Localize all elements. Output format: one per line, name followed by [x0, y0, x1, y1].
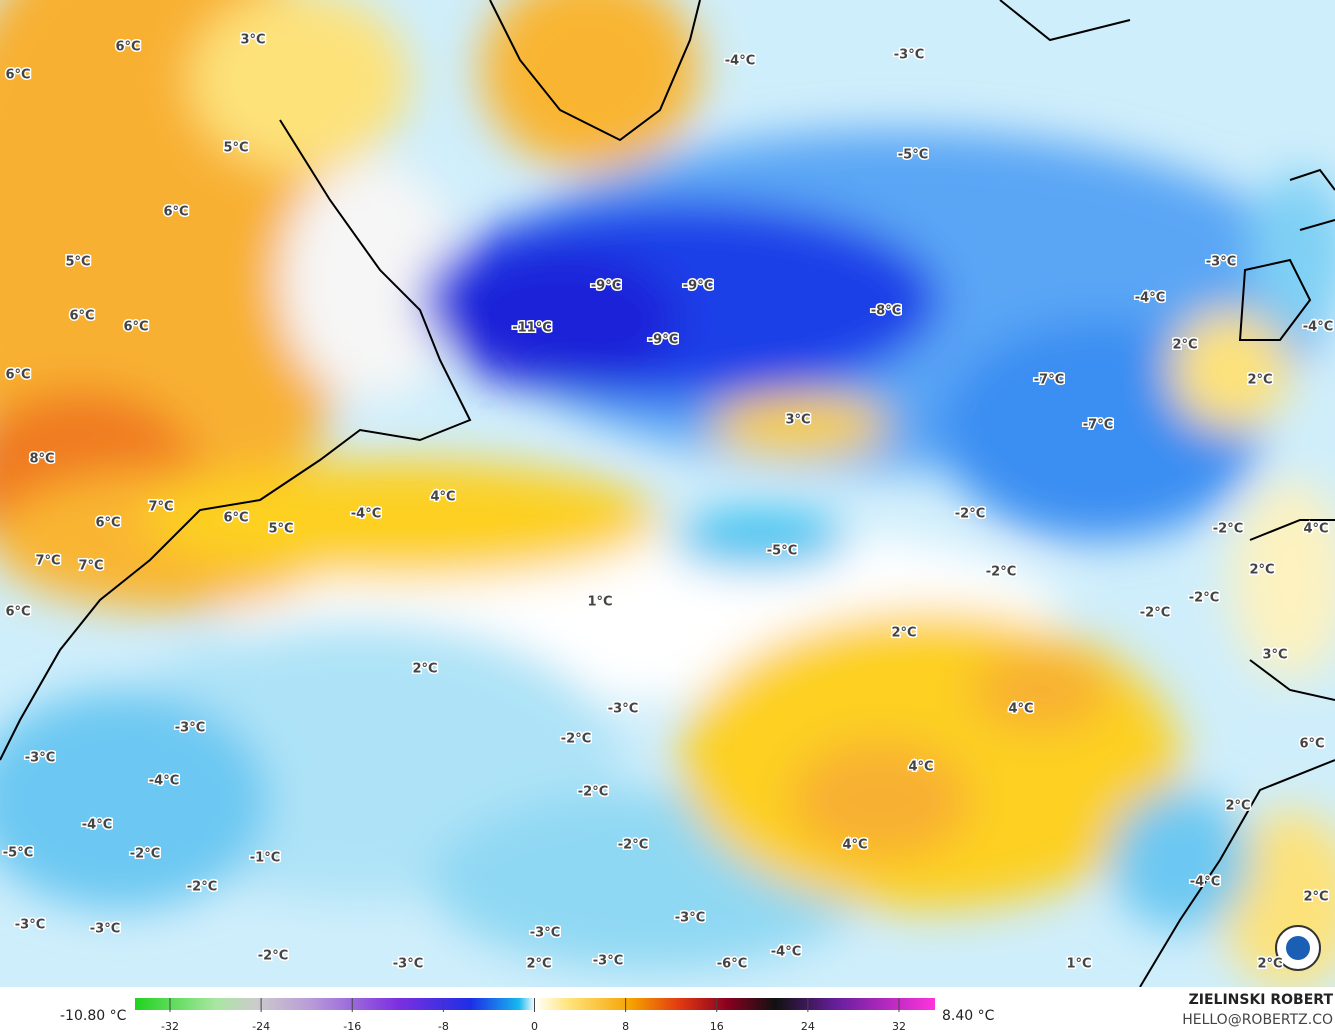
temperature-label: -3°C	[393, 957, 423, 972]
temperature-label: -4°C	[1190, 875, 1220, 890]
temperature-label: -5°C	[3, 846, 33, 861]
temperature-label: 6°C	[123, 320, 148, 335]
temperature-label: -4°C	[82, 818, 112, 833]
temperature-label: 2°C	[526, 957, 551, 972]
temperature-label: 5°C	[65, 255, 90, 270]
temperature-label: -2°C	[130, 847, 160, 862]
temperature-label: -2°C	[1140, 606, 1170, 621]
temperature-label: 2°C	[1303, 890, 1328, 905]
temperature-label: 4°C	[1303, 522, 1328, 537]
temperature-label: 2°C	[1172, 338, 1197, 353]
temperature-label: -2°C	[561, 732, 591, 747]
temperature-label: -2°C	[1189, 591, 1219, 606]
temperature-label: -11°C	[512, 321, 552, 336]
temperature-label: 1°C	[1066, 957, 1091, 972]
colorbar-tick-label: -24	[252, 1020, 270, 1033]
colorbar-tick-label: 32	[892, 1020, 906, 1033]
temperature-label: -3°C	[175, 721, 205, 736]
temperature-label: 6°C	[95, 516, 120, 531]
temperature-label: -8°C	[871, 304, 901, 319]
temperature-label: -4°C	[149, 774, 179, 789]
temperature-label: -3°C	[593, 954, 623, 969]
coastlines	[0, 0, 1335, 987]
temperature-label: 6°C	[5, 368, 30, 383]
temperature-label: -4°C	[725, 54, 755, 69]
colorbar-tick-label: 16	[710, 1020, 724, 1033]
temperature-label: -2°C	[258, 949, 288, 964]
temperature-label: 7°C	[35, 554, 60, 569]
temperature-label: 6°C	[223, 511, 248, 526]
credit-contact: HELLO@ROBERTZ.CO	[1182, 1012, 1333, 1028]
temperature-label: 2°C	[1225, 799, 1250, 814]
temperature-label: -7°C	[1034, 373, 1064, 388]
temperature-label: 6°C	[5, 68, 30, 83]
temperature-label: -4°C	[351, 507, 381, 522]
temperature-label: 6°C	[163, 205, 188, 220]
temperature-label: -4°C	[1135, 291, 1165, 306]
temperature-label: -3°C	[25, 751, 55, 766]
temperature-label: -9°C	[683, 279, 713, 294]
temperature-label: -9°C	[591, 279, 621, 294]
temperature-label: -2°C	[187, 880, 217, 895]
temperature-label: -2°C	[578, 785, 608, 800]
temperature-label: 2°C	[1249, 563, 1274, 578]
temperature-label: -4°C	[1303, 320, 1333, 335]
temperature-label: -2°C	[618, 838, 648, 853]
temperature-label: 8°C	[29, 452, 54, 467]
temperature-label: 2°C	[412, 662, 437, 677]
temperature-label: 4°C	[1008, 702, 1033, 717]
colorbar-tick-label: 0	[531, 1020, 538, 1033]
temperature-label: -9°C	[648, 333, 678, 348]
colorbar-tick-label: 24	[801, 1020, 815, 1033]
temperature-label: 2°C	[891, 626, 916, 641]
temperature-label: 6°C	[5, 605, 30, 620]
temperature-label: -5°C	[767, 544, 797, 559]
temperature-label: -2°C	[1213, 522, 1243, 537]
temperature-label: 2°C	[1257, 957, 1282, 972]
temperature-label: -2°C	[986, 565, 1016, 580]
temperature-label: 6°C	[1299, 737, 1324, 752]
temperature-label: 3°C	[240, 33, 265, 48]
map-field: 6°C 3°C 6°C 5°C 6°C 5°C 6°C 6°C 6°C 8°C 7°C 6°C 6°C 5…	[0, 0, 1335, 987]
temperature-label: 6°C	[69, 309, 94, 324]
temperature-label: -5°C	[898, 148, 928, 163]
colorbar-tick-label: 8	[622, 1020, 629, 1033]
temperature-label: -3°C	[15, 918, 45, 933]
temperature-label: -6°C	[717, 957, 747, 972]
temperature-label: -7°C	[1083, 418, 1113, 433]
temperature-label: -3°C	[608, 702, 638, 717]
temperature-label: 4°C	[430, 490, 455, 505]
temperature-label: 3°C	[1262, 648, 1287, 663]
temperature-label: 5°C	[268, 522, 293, 537]
temperature-label: -3°C	[90, 922, 120, 937]
colorbar-min: -10.80 °C	[60, 1008, 127, 1024]
temperature-label: -2°C	[955, 507, 985, 522]
temperature-label: 6°C	[115, 40, 140, 55]
colorbar-tick-label: -8	[438, 1020, 449, 1033]
credit-author: ZIELINSKI ROBERT	[1189, 992, 1334, 1008]
colorbar-tick-label: -32	[161, 1020, 179, 1033]
temperature-label: -3°C	[1206, 255, 1236, 270]
temperature-label: 3°C	[785, 413, 810, 428]
noaa-logo	[1275, 925, 1321, 971]
temperature-label: 5°C	[223, 141, 248, 156]
temperature-label: -3°C	[675, 911, 705, 926]
temperature-label: 4°C	[842, 838, 867, 853]
temperature-label: -3°C	[530, 926, 560, 941]
temperature-label: 7°C	[148, 500, 173, 515]
colorbar-max: 8.40 °C	[942, 1008, 995, 1024]
colorbar-tick-label: -16	[343, 1020, 361, 1033]
temperature-label: 1°C	[587, 595, 612, 610]
temperature-label: 4°C	[908, 760, 933, 775]
temperature-label: -4°C	[771, 945, 801, 960]
temperature-label: 7°C	[78, 559, 103, 574]
temperature-label: -3°C	[894, 48, 924, 63]
temperature-label: -1°C	[250, 851, 280, 866]
temperature-label: 2°C	[1247, 373, 1272, 388]
